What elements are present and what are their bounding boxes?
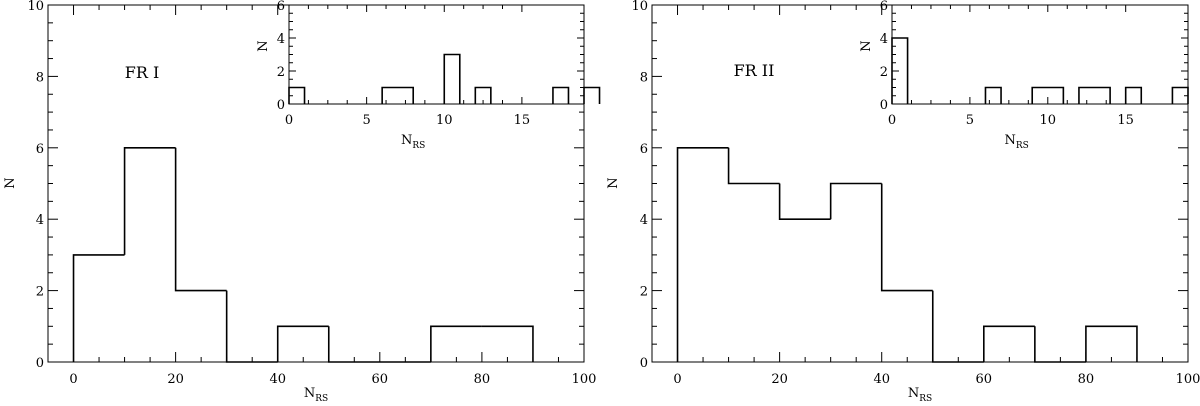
panel-label: FR II xyxy=(734,61,775,80)
inset-bar-bar xyxy=(474,86,492,104)
histogram-bar xyxy=(225,290,278,363)
histogram-bar xyxy=(829,182,882,220)
panel-1: 0 20 40 60 80 100 0 2 4 6 8 10 NRS N FR I 0 5 10 15 0 2 4 6 NRS… xyxy=(3,0,601,404)
inset-histogram: 0 5 10 15 0 2 4 6 NRS N xyxy=(256,0,601,151)
main-x-tick-label: 60 xyxy=(372,372,389,387)
inset-x-axis-label: NRS xyxy=(401,133,425,151)
inset-y-tick-label: 0 xyxy=(277,98,285,113)
main-y-tick-label: 8 xyxy=(36,70,44,85)
histogram-bar xyxy=(1034,326,1086,363)
main-x-tick-label: 0 xyxy=(673,372,681,387)
inset-y-tick-label: 2 xyxy=(277,65,285,80)
main-y-tick-label: 10 xyxy=(27,0,44,14)
inset-background xyxy=(892,5,1188,104)
histogram-bar xyxy=(481,325,534,362)
inset-y-tick-label: 6 xyxy=(277,0,285,14)
inset-x-tick-label: 0 xyxy=(888,113,896,128)
main-x-tick-label: 80 xyxy=(1078,372,1095,387)
inset-x-tick-label: 15 xyxy=(1117,113,1134,128)
y-axis-label: N xyxy=(606,177,621,188)
main-y-tick-label: 4 xyxy=(640,213,648,228)
inset-y-tick-label: 4 xyxy=(880,32,888,47)
histogram-bar xyxy=(727,147,780,185)
histogram-bar xyxy=(123,147,176,255)
histogram-bar xyxy=(880,183,933,292)
panel-2: 0 20 40 60 80 100 0 2 4 6 8 10 NRS N FR II 0 5 10 15 0 2 4 6 NR… xyxy=(606,0,1200,404)
main-x-tick-label: 40 xyxy=(269,372,286,387)
inset-y-tick-label: 6 xyxy=(880,0,888,14)
main-y-tick-label: 0 xyxy=(640,356,648,371)
histogram-bar xyxy=(931,290,984,363)
inset-x-tick-label: 10 xyxy=(1040,113,1057,128)
histogram-bar xyxy=(72,254,125,362)
main-y-tick-label: 10 xyxy=(631,0,648,14)
main-y-tick-label: 0 xyxy=(36,356,44,371)
histogram-bar xyxy=(1085,325,1138,362)
inset-bar-bar xyxy=(288,86,306,104)
inset-x-tick-label: 10 xyxy=(436,113,453,128)
histogram-bar xyxy=(983,325,1035,362)
main-x-tick-label: 40 xyxy=(873,372,890,387)
main-x-tick-label: 100 xyxy=(572,372,597,387)
main-y-tick-label: 2 xyxy=(36,285,44,300)
main-y-tick-label: 6 xyxy=(640,142,648,157)
main-y-tick-label: 6 xyxy=(36,142,44,157)
histogram-bar xyxy=(327,326,380,363)
x-axis-label: NRS xyxy=(908,386,932,404)
inset-x-tick-label: 0 xyxy=(285,113,293,128)
inset-bar-bar xyxy=(1171,86,1189,104)
main-y-tick-label: 2 xyxy=(640,285,648,300)
inset-y-tick-label: 2 xyxy=(880,65,888,80)
histogram-bar xyxy=(676,147,729,362)
y-axis-label: N xyxy=(3,177,18,188)
main-x-tick-label: 80 xyxy=(474,372,491,387)
inset-bar-bar xyxy=(583,86,601,104)
histogram-bar xyxy=(174,147,227,292)
inset-x-tick-label: 5 xyxy=(362,113,370,128)
inset-x-axis-label: NRS xyxy=(1004,133,1028,151)
main-x-tick-label: 100 xyxy=(1176,372,1200,387)
inset-bar-bar xyxy=(1124,86,1143,104)
histogram-bar xyxy=(276,325,329,362)
inset-y-tick-label: 0 xyxy=(880,98,888,113)
inset-bar-bar xyxy=(1078,86,1111,104)
inset-x-tick-label: 15 xyxy=(514,113,531,128)
inset-bar-bar xyxy=(381,86,415,104)
main-x-tick-label: 20 xyxy=(771,372,788,387)
panel-label: FR I xyxy=(125,63,160,82)
main-y-tick-label: 8 xyxy=(640,70,648,85)
inset-background xyxy=(289,5,584,104)
inset-bar-bar xyxy=(984,86,1002,104)
inset-y-tick-label: 4 xyxy=(277,32,285,47)
inset-y-axis-label: N xyxy=(859,40,874,51)
main-x-tick-label: 20 xyxy=(167,372,184,387)
inset-bar-bar xyxy=(891,37,909,104)
inset-histogram: 0 5 10 15 0 2 4 6 NRS N xyxy=(859,0,1189,151)
histogram-bar xyxy=(430,325,482,362)
inset-bar-bar xyxy=(1031,86,1065,104)
inset-bar-bar xyxy=(443,53,461,104)
inset-bar-bar xyxy=(552,86,570,104)
inset-y-axis-label: N xyxy=(256,40,271,51)
main-y-tick-label: 4 xyxy=(36,213,44,228)
inset-x-tick-label: 5 xyxy=(966,113,974,128)
x-axis-label: NRS xyxy=(304,386,328,404)
histogram-bar xyxy=(778,183,831,220)
main-x-tick-label: 0 xyxy=(69,372,77,387)
main-x-tick-label: 60 xyxy=(976,372,993,387)
